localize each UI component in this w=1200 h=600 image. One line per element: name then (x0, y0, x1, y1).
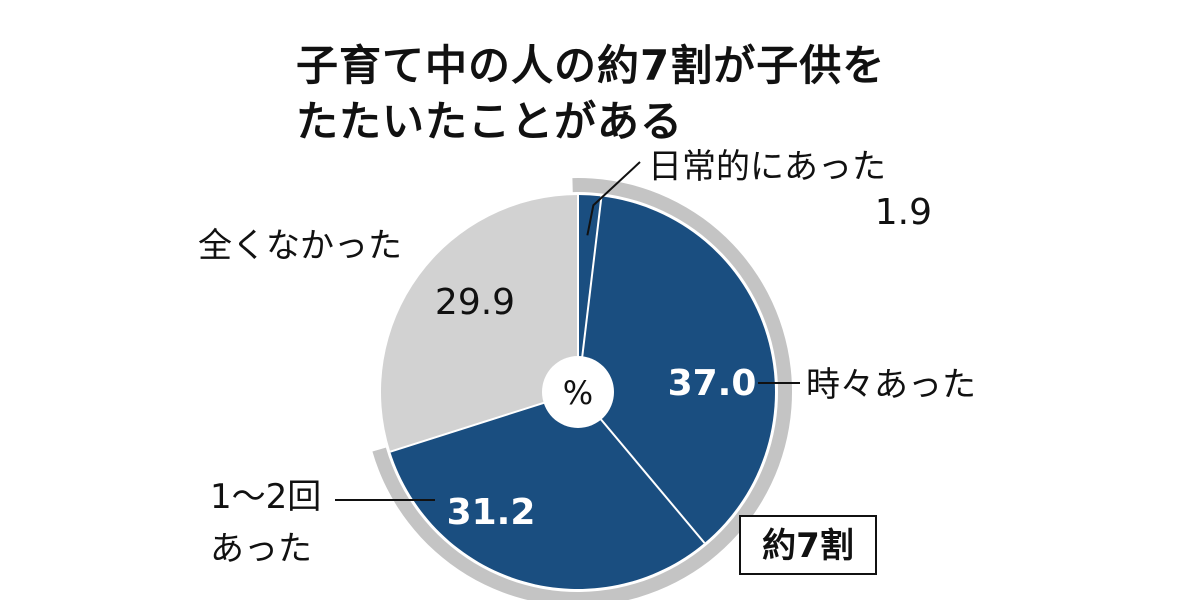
slice-label: 1～2回 (210, 477, 321, 517)
slice-label: 時々あった (806, 365, 976, 405)
center-label: % (563, 374, 593, 412)
slice-label: あった (210, 529, 312, 569)
chart-title-line-2: たたいたことがある (296, 97, 684, 146)
slice (380, 195, 578, 452)
slice-value-label: 1.9 (875, 192, 932, 233)
slice (578, 196, 775, 543)
slice-value-label: 37.0 (668, 363, 757, 404)
donut-hole (542, 356, 614, 428)
group-label: 約7割 (762, 526, 854, 566)
slice-label: 日常的にあった (648, 147, 886, 187)
slice (390, 392, 705, 589)
slice-value-label: 31.2 (447, 492, 536, 533)
group-label-box (739, 515, 877, 575)
leader-line (586, 161, 641, 236)
chart-title-line-1: 子育て中の人の約7割が子供を (296, 41, 886, 90)
slice-label: 全くなかった (198, 226, 402, 266)
slice-value-label: 29.9 (435, 282, 515, 323)
